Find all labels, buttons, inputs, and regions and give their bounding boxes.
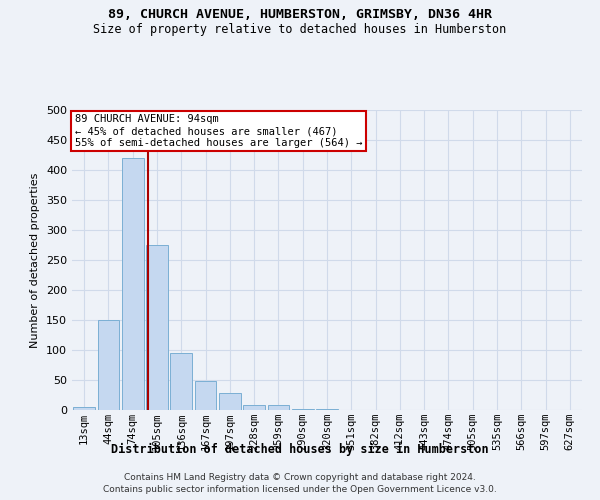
Bar — [219, 392, 241, 410]
Bar — [146, 245, 168, 410]
Bar — [316, 409, 338, 410]
Y-axis label: Number of detached properties: Number of detached properties — [31, 172, 40, 348]
Bar — [170, 353, 192, 410]
Bar — [194, 381, 217, 410]
Bar — [73, 407, 95, 410]
Bar — [97, 320, 119, 410]
Text: 89 CHURCH AVENUE: 94sqm
← 45% of detached houses are smaller (467)
55% of semi-d: 89 CHURCH AVENUE: 94sqm ← 45% of detache… — [74, 114, 362, 148]
Text: 89, CHURCH AVENUE, HUMBERSTON, GRIMSBY, DN36 4HR: 89, CHURCH AVENUE, HUMBERSTON, GRIMSBY, … — [108, 8, 492, 20]
Text: Distribution of detached houses by size in Humberston: Distribution of detached houses by size … — [111, 442, 489, 456]
Text: Contains public sector information licensed under the Open Government Licence v3: Contains public sector information licen… — [103, 485, 497, 494]
Bar — [292, 409, 314, 410]
Bar — [122, 158, 143, 410]
Bar — [243, 405, 265, 410]
Bar — [268, 405, 289, 410]
Text: Size of property relative to detached houses in Humberston: Size of property relative to detached ho… — [94, 22, 506, 36]
Text: Contains HM Land Registry data © Crown copyright and database right 2024.: Contains HM Land Registry data © Crown c… — [124, 472, 476, 482]
